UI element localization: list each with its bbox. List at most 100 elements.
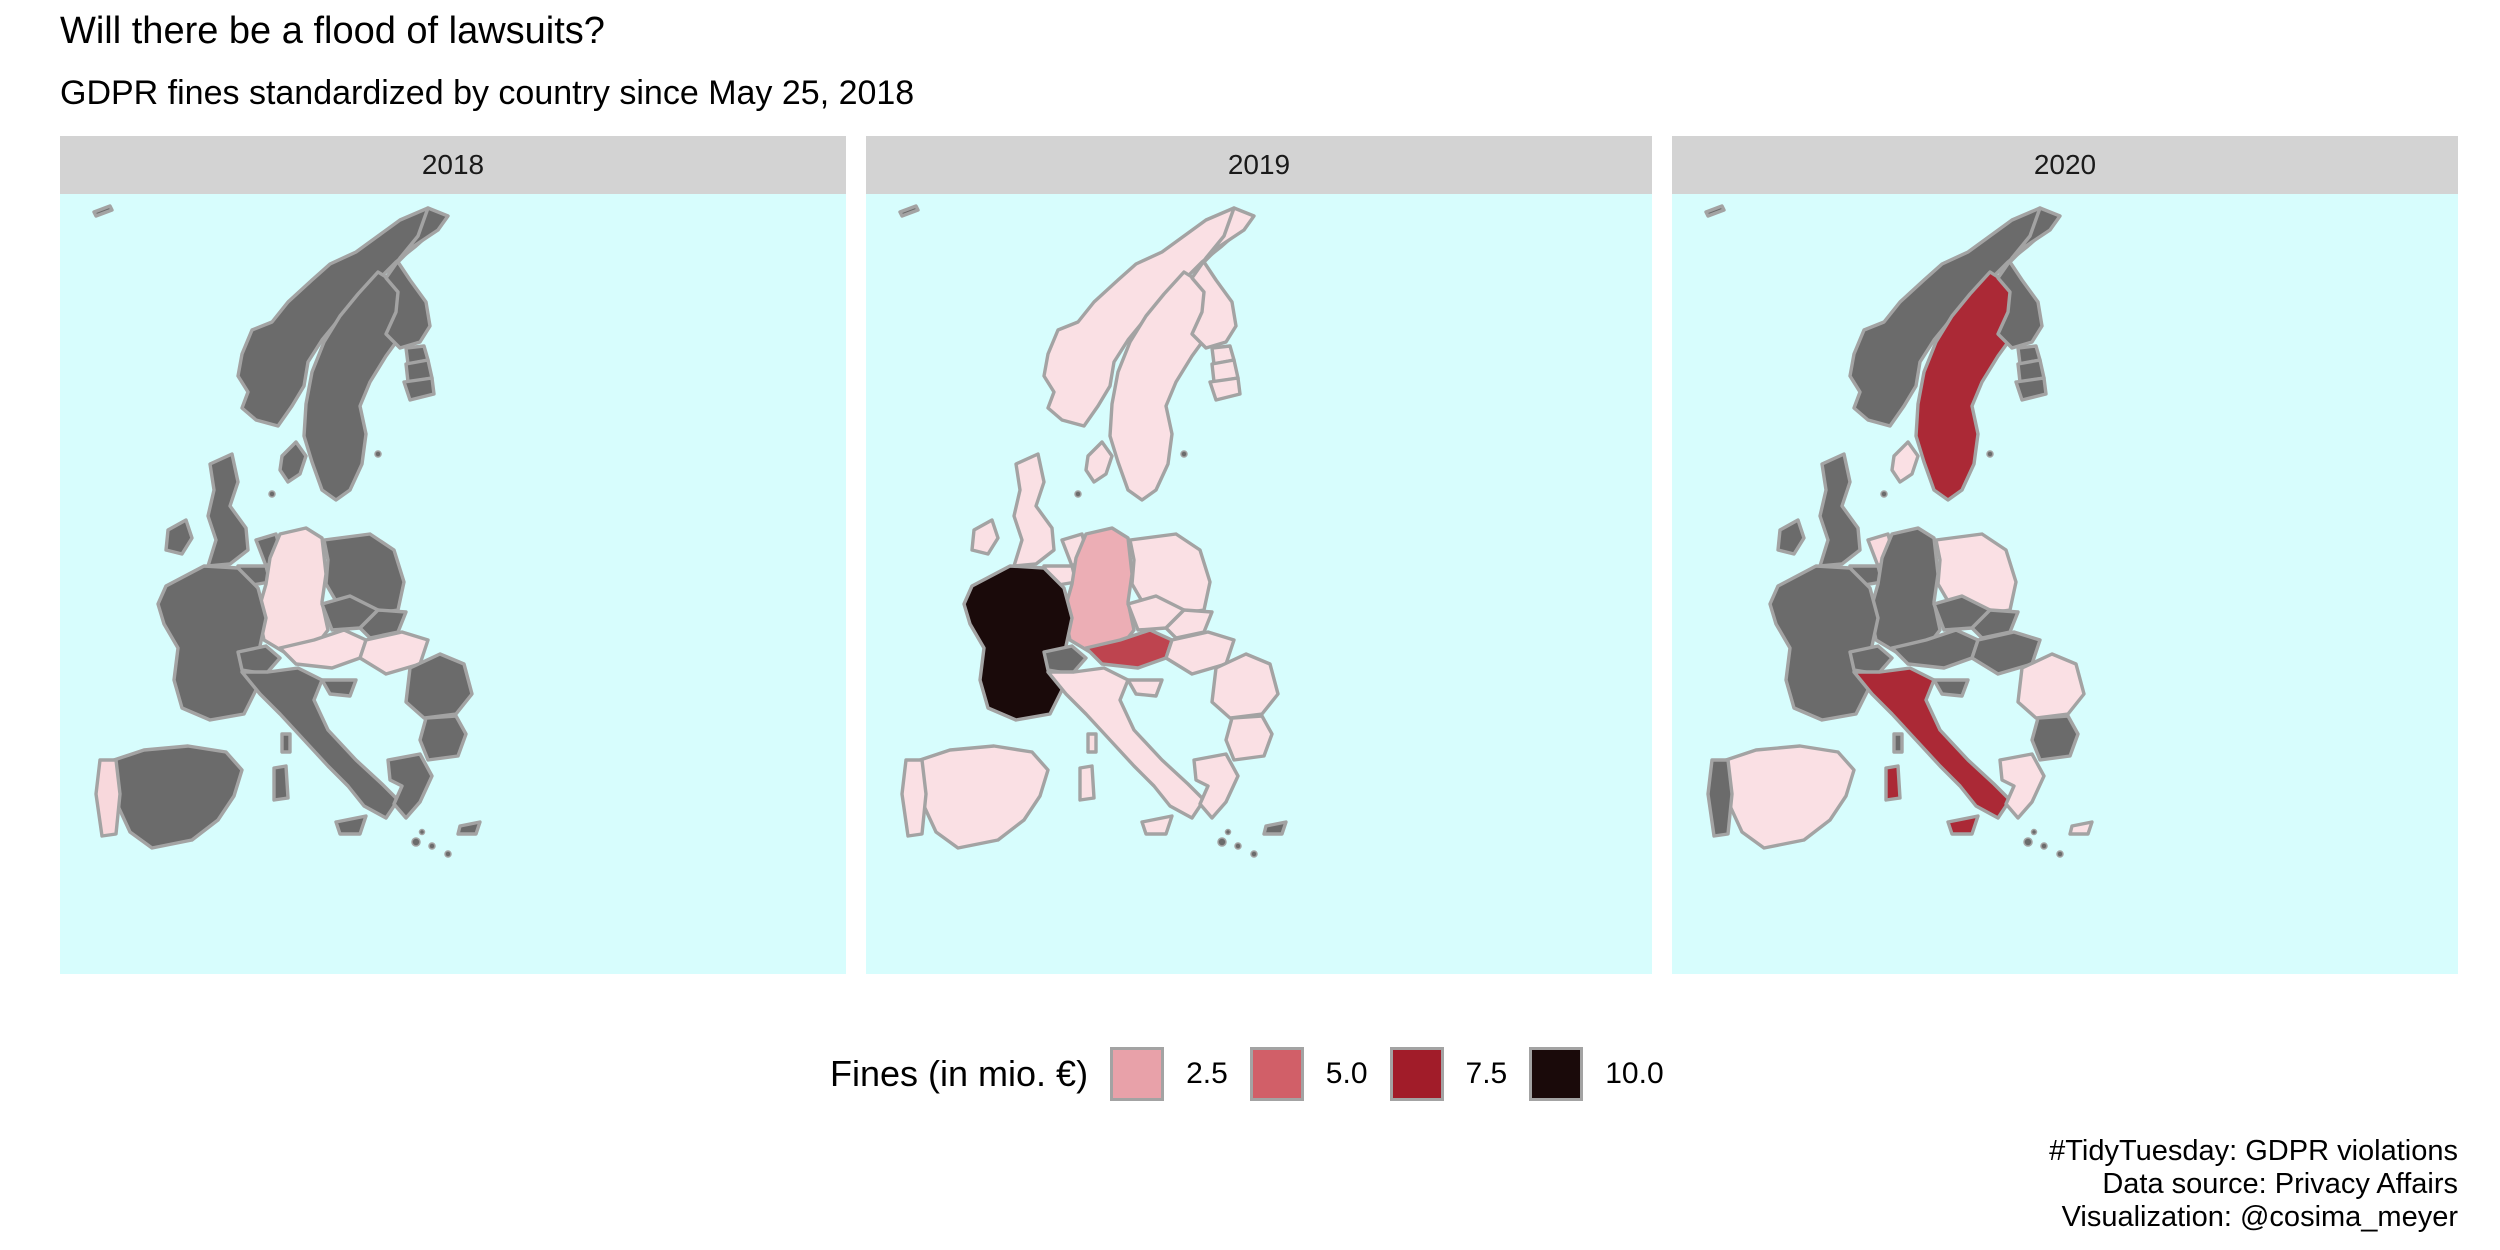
island-speck (444, 850, 452, 858)
country-norway (236, 206, 436, 428)
island-speck (411, 837, 421, 847)
country-switzerland (1848, 644, 1894, 676)
country-ireland (970, 518, 1000, 556)
island-speck (1234, 842, 1242, 850)
country-greece (1998, 752, 2046, 820)
country-denmark (278, 440, 308, 484)
country-sardinia (1884, 764, 1902, 802)
country-lithuania (1208, 376, 1242, 402)
country-slovakia (358, 608, 408, 640)
country-slovakia (1970, 608, 2020, 640)
country-italy (1852, 666, 2012, 820)
country-romania (404, 652, 474, 720)
country-sicily (334, 814, 368, 836)
country-hungary (1164, 630, 1236, 676)
map-2020 (1704, 204, 2094, 858)
country-iceland (1704, 204, 1726, 218)
island-speck (1217, 837, 1227, 847)
country-uk (1012, 452, 1056, 568)
legend-key (1110, 1047, 1165, 1101)
country-iceland (898, 204, 920, 218)
country-croatia (1126, 678, 1164, 698)
country-spain (912, 744, 1050, 850)
caption-line: Visualization: @cosima_meyer (2061, 1201, 2458, 1233)
facet-strip-2018: 2018 (60, 136, 846, 194)
legend-key (1529, 1047, 1584, 1101)
caption-line: #TidyTuesday: GDPR violations (2049, 1135, 2458, 1167)
country-denmark (1084, 440, 1114, 484)
caption-line: Data source: Privacy Affairs (2102, 1168, 2458, 1200)
island-speck (1250, 850, 1258, 858)
facet-strip-2019: 2019 (866, 136, 1652, 194)
country-ireland (1776, 518, 1806, 556)
legend-key (1249, 1047, 1304, 1101)
country-romania (2016, 652, 2086, 720)
island-speck (2040, 842, 2048, 850)
country-slovakia (1164, 608, 1214, 640)
island-speck (418, 828, 426, 836)
country-corsica (1892, 732, 1904, 754)
country-spain (106, 744, 244, 850)
country-cyprus (1262, 820, 1288, 836)
island-speck (1074, 490, 1082, 498)
chart-title: Will there be a flood of lawsuits? (60, 10, 605, 52)
country-greece (386, 752, 434, 820)
facet-strip-2020: 2020 (1672, 136, 2458, 194)
chart-subtitle: GDPR fines standardized by country since… (60, 74, 915, 112)
island-speck (2056, 850, 2064, 858)
legend-label: 7.5 (1465, 1057, 1508, 1090)
country-uk (206, 452, 250, 568)
legend: Fines (in mio. €) 2.5 5.0 7.5 10.0 (830, 1042, 1686, 1106)
country-uk (1818, 452, 1862, 568)
map-2018 (92, 204, 482, 858)
country-iceland (92, 204, 114, 218)
map-panel-2020 (1672, 194, 2458, 974)
country-ireland (164, 518, 194, 556)
map-panel-2018 (60, 194, 846, 974)
country-croatia (1932, 678, 1970, 698)
country-romania (1210, 652, 1280, 720)
country-portugal (900, 758, 928, 838)
country-hungary (358, 630, 430, 676)
country-sardinia (1078, 764, 1096, 802)
island-speck (1880, 490, 1888, 498)
country-lithuania (402, 376, 436, 402)
country-switzerland (1042, 644, 1088, 676)
map-panel-2019 (866, 194, 1652, 974)
island-speck (2030, 828, 2038, 836)
country-portugal (1706, 758, 1734, 838)
island-speck (374, 450, 382, 458)
country-greece (1192, 752, 1240, 820)
legend-title: Fines (in mio. €) (830, 1053, 1089, 1094)
country-bulgaria (418, 714, 468, 762)
country-sicily (1946, 814, 1980, 836)
island-speck (1986, 450, 1994, 458)
country-italy (1046, 666, 1206, 820)
legend-label: 2.5 (1186, 1057, 1228, 1090)
country-finland (1190, 206, 1256, 350)
country-finland (384, 206, 450, 350)
country-denmark (1890, 440, 1920, 484)
country-bulgaria (1224, 714, 1274, 762)
map-2019 (898, 204, 1288, 858)
legend-item: 7.5 (1389, 1047, 1508, 1101)
country-france (962, 564, 1074, 722)
country-spain (1718, 744, 1856, 850)
legend-item: 10.0 (1529, 1047, 1664, 1101)
legend-label: 5.0 (1325, 1057, 1368, 1090)
country-hungary (1970, 630, 2042, 676)
country-corsica (1086, 732, 1098, 754)
country-cyprus (456, 820, 482, 836)
country-croatia (320, 678, 358, 698)
country-france (1768, 564, 1880, 722)
caption: #TidyTuesday: GDPR violations Data sourc… (2049, 1135, 2458, 1234)
legend-label: 10.0 (1605, 1057, 1664, 1090)
island-speck (428, 842, 436, 850)
country-bulgaria (2030, 714, 2080, 762)
country-cyprus (2068, 820, 2094, 836)
country-sardinia (272, 764, 290, 802)
country-italy (240, 666, 400, 820)
country-switzerland (236, 644, 282, 676)
country-france (156, 564, 268, 722)
island-speck (1224, 828, 1232, 836)
